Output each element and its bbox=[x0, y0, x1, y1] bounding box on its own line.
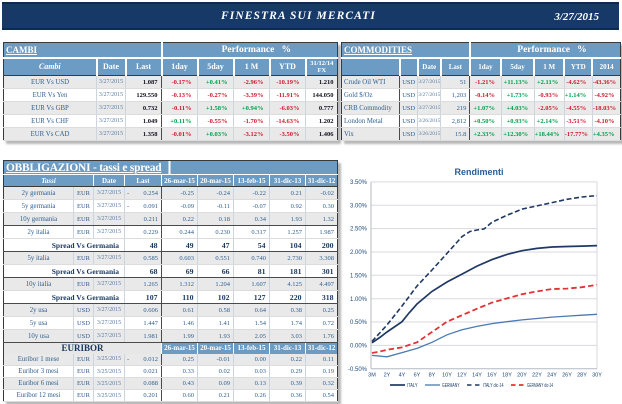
svg-text:1.00%: 1.00% bbox=[350, 297, 368, 303]
svg-text:2.50%: 2.50% bbox=[350, 227, 368, 233]
svg-text:GERMANY: GERMANY bbox=[442, 383, 460, 389]
svg-text:8Y: 8Y bbox=[429, 373, 436, 379]
svg-text:1.50%: 1.50% bbox=[350, 273, 368, 279]
svg-text:0.50%: 0.50% bbox=[350, 320, 368, 326]
svg-text:3.00%: 3.00% bbox=[350, 203, 368, 209]
svg-text:20Y: 20Y bbox=[517, 373, 527, 379]
svg-text:-0.50%: -0.50% bbox=[348, 367, 368, 373]
svg-text:3M: 3M bbox=[368, 373, 376, 379]
svg-text:4Y: 4Y bbox=[399, 373, 406, 379]
svg-text:12Y: 12Y bbox=[457, 373, 467, 379]
svg-text:28Y: 28Y bbox=[577, 373, 587, 379]
svg-text:2.00%: 2.00% bbox=[350, 250, 368, 256]
svg-text:GERMANY dic-14: GERMANY dic-14 bbox=[527, 383, 553, 389]
svg-text:ITALY: ITALY bbox=[407, 383, 418, 389]
svg-text:ITALY dic-14: ITALY dic-14 bbox=[483, 383, 504, 389]
svg-text:6Y: 6Y bbox=[414, 373, 421, 379]
svg-text:30Y: 30Y bbox=[592, 373, 602, 379]
svg-text:22Y: 22Y bbox=[532, 373, 542, 379]
svg-text:2Y: 2Y bbox=[384, 373, 391, 379]
svg-text:14Y: 14Y bbox=[472, 373, 482, 379]
svg-text:18Y: 18Y bbox=[502, 373, 512, 379]
svg-text:26Y: 26Y bbox=[562, 373, 572, 379]
svg-text:16Y: 16Y bbox=[487, 373, 497, 379]
svg-text:24Y: 24Y bbox=[547, 373, 557, 379]
svg-text:0.00%: 0.00% bbox=[350, 344, 368, 350]
svg-text:10Y: 10Y bbox=[442, 373, 452, 379]
svg-text:Rendimenti: Rendimenti bbox=[454, 167, 503, 177]
svg-text:3.50%: 3.50% bbox=[350, 180, 368, 186]
